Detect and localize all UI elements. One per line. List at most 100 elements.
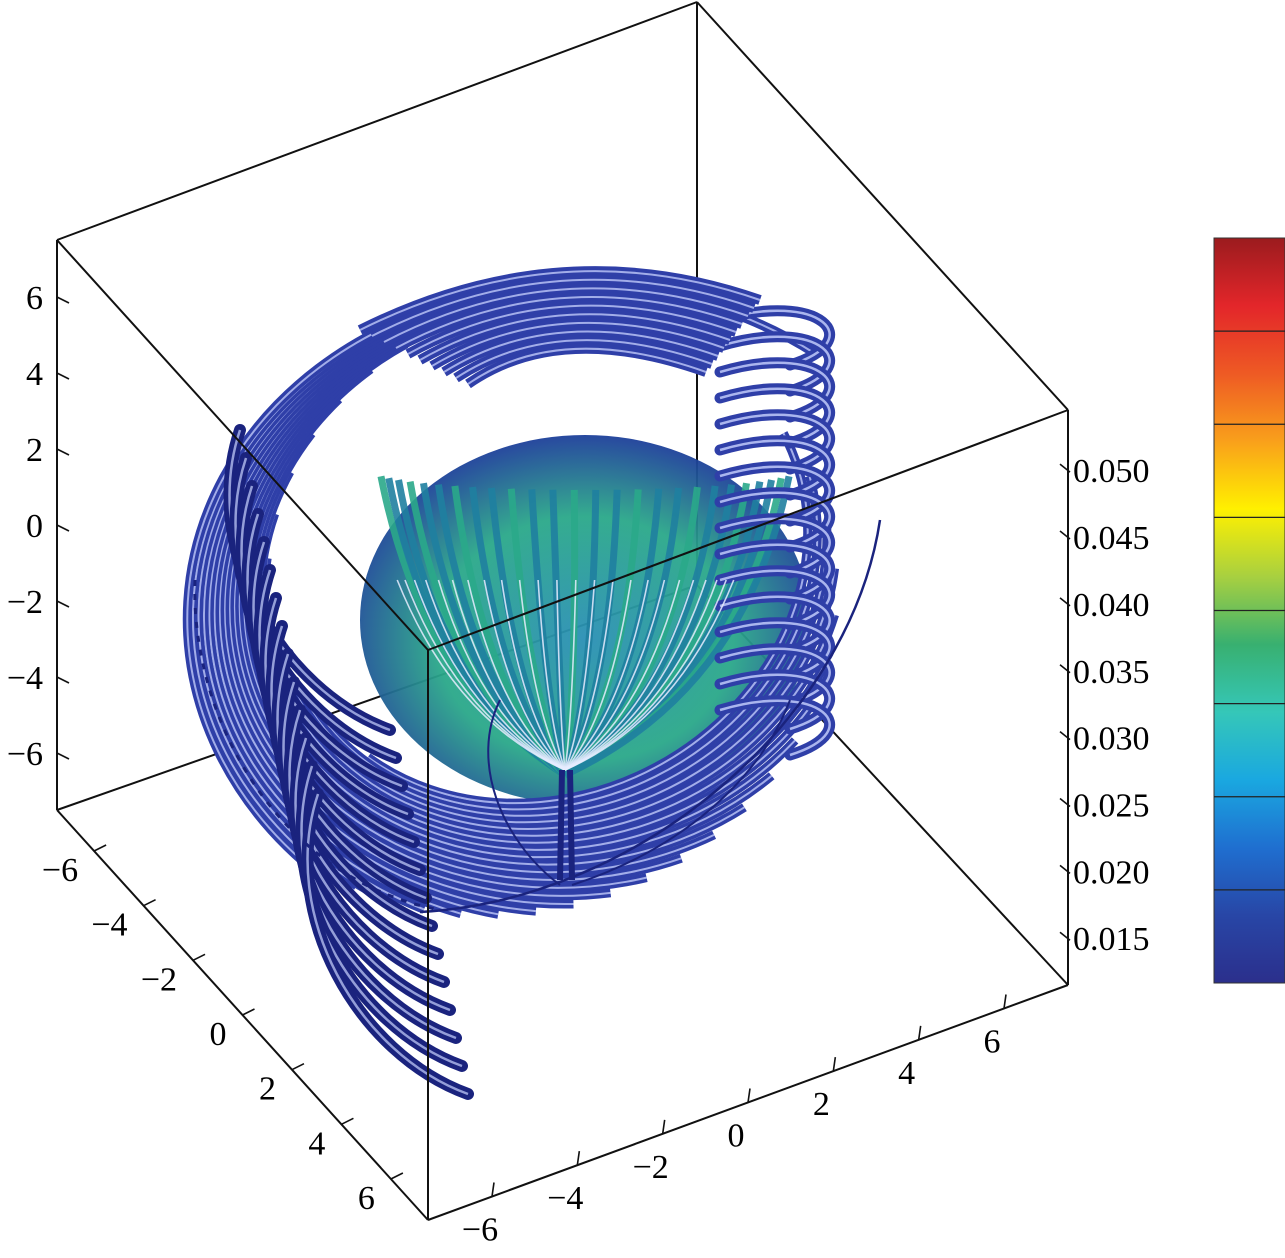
stream-tube-highlight	[719, 387, 831, 445]
stream-tube-highlight	[294, 737, 457, 1040]
z-axis-tick-label: 0	[26, 508, 43, 545]
stream-line	[564, 579, 735, 771]
stream-line	[564, 579, 577, 771]
streamtube-plot	[182, 266, 984, 1100]
stream-line	[487, 699, 561, 886]
y-axis-tick-label: 4	[308, 1125, 325, 1162]
stream-line	[419, 519, 882, 914]
stream-tube-highlight	[719, 491, 831, 549]
stream-line	[193, 579, 441, 912]
y-axis-tick-label: 0	[210, 1016, 227, 1053]
y-axis-tick	[143, 898, 156, 907]
stream-tube-highlight	[407, 304, 737, 355]
stream-line	[413, 579, 566, 771]
stream-tube-highlight	[395, 296, 743, 349]
stream-line	[500, 579, 566, 771]
stream-tube-highlight	[719, 309, 831, 367]
colorbar-tick	[1059, 664, 1071, 674]
stream-line	[556, 579, 566, 771]
y-axis-tick	[341, 1117, 354, 1126]
box-edge	[427, 409, 1069, 651]
x-axis-tick	[491, 1182, 495, 1197]
x-axis-tick-label: −4	[547, 1180, 583, 1217]
z-axis-tick	[56, 296, 70, 304]
stream-tube-highlight	[223, 291, 933, 906]
stream-tube-highlight	[719, 699, 831, 757]
stream-tube-highlight	[719, 361, 831, 419]
colorbar-tick-label: 0.045	[1073, 520, 1150, 557]
stream-tube-highlight	[719, 621, 831, 679]
colorbar-tick-label: 0.015	[1073, 921, 1150, 958]
y-axis-tick	[390, 1172, 404, 1180]
stream-tube-highlight	[719, 595, 831, 653]
stream-tube-highlight	[719, 543, 831, 601]
stream-tube-highlight	[719, 647, 831, 705]
box-edge	[56, 1, 698, 241]
stream-line	[437, 579, 566, 771]
stream-line	[564, 579, 649, 771]
stream-tube-highlight	[419, 313, 731, 361]
colorbar-tick	[1059, 797, 1071, 808]
y-axis-tick-label: −4	[91, 907, 127, 944]
box-edge	[56, 239, 429, 651]
stream-tube-highlight	[719, 569, 831, 627]
inner-tube	[563, 475, 793, 779]
y-axis-tick	[192, 953, 206, 962]
colorbar-tick-label: 0.040	[1073, 587, 1150, 624]
colorbar-tick-label: 0.050	[1073, 453, 1150, 490]
stream-line	[483, 579, 566, 771]
box-front-edges	[56, 239, 1069, 1221]
colorbar-band-lines	[1059, 330, 1285, 941]
y-axis-tick	[291, 1062, 305, 1071]
stream-tube-stem	[557, 769, 575, 881]
stream-tube-highlight	[719, 517, 831, 575]
stream-line	[564, 579, 596, 771]
colorbar-tick	[1059, 931, 1071, 941]
x-axis-tick	[747, 1088, 751, 1103]
stream-tube-highlight	[233, 293, 917, 889]
stream-tube-highlight	[719, 335, 831, 393]
stream-line	[564, 579, 695, 771]
z-axis-tick	[56, 752, 70, 760]
stream-line	[518, 579, 566, 771]
x-axis-tick-label: −2	[633, 1149, 669, 1186]
axis-ticks	[56, 296, 1007, 1197]
stream-line	[571, 699, 791, 886]
z-axis-tick-label: 4	[26, 356, 43, 393]
inner-surface	[360, 435, 810, 805]
colorbar-tick-label: 0.035	[1073, 654, 1150, 691]
stream-tube-highlight	[443, 330, 719, 373]
stream-line	[404, 579, 566, 771]
y-axis-tick	[93, 844, 107, 852]
z-axis-tick	[56, 676, 70, 684]
stream-tube-highlight	[242, 296, 901, 874]
x-axis-tick-label: 0	[728, 1118, 745, 1155]
stream-tube-highlight	[274, 310, 828, 817]
x-axis-tick-label: 4	[898, 1055, 915, 1092]
stream-line	[451, 579, 566, 771]
z-axis-tick	[56, 600, 70, 608]
stream-tube-highlight	[383, 287, 749, 343]
stream-line	[564, 579, 681, 771]
stream-tube-highlight	[281, 315, 809, 805]
y-axis-tick-label: −6	[42, 852, 78, 889]
y-axis-tick-label: −2	[141, 961, 177, 998]
z-axis-tick-label: −2	[7, 584, 43, 621]
colorbar: 0.015 0.020 0.025 0.030 0.035 0.040 0.045 0.050	[1059, 237, 1285, 984]
x-axis-tick-label: 6	[984, 1024, 1001, 1061]
x-axis-tick	[1003, 994, 1007, 1009]
x-axis-tick-label: 2	[813, 1086, 830, 1123]
colorbar-tick	[1059, 864, 1071, 874]
stream-tube-highlight	[359, 270, 761, 331]
y-axis-tick	[242, 1008, 255, 1016]
z-axis-tick-label: 2	[26, 432, 43, 469]
z-axis-tick-label: 6	[26, 280, 43, 317]
stream-line	[564, 579, 707, 771]
x-axis-tick	[576, 1151, 581, 1166]
z-axis-tick-label: −4	[7, 660, 43, 697]
stream-tube-highlight	[467, 347, 707, 385]
stream-tube-highlight	[719, 673, 831, 731]
stream-line	[537, 579, 566, 771]
